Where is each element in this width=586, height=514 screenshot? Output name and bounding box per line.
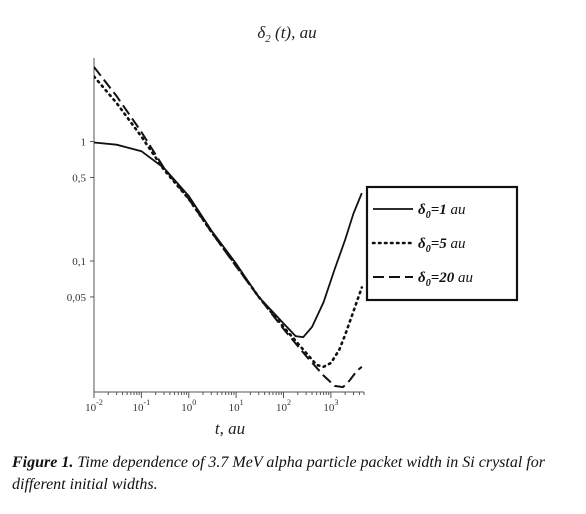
y-tick-label: 0,5 bbox=[72, 172, 86, 184]
legend-entry-3: δ0=20 au bbox=[418, 270, 473, 289]
x-tick-label: 10-1 bbox=[133, 398, 151, 414]
x-tick-label: 101 bbox=[229, 398, 244, 414]
y-tick-label: 0,1 bbox=[72, 256, 86, 268]
series-line-2 bbox=[94, 75, 364, 369]
x-tick-label: 102 bbox=[276, 398, 291, 414]
y-tick-label: 1 bbox=[81, 137, 87, 149]
legend-entry-2: δ0=5 au bbox=[418, 236, 466, 255]
series-layer bbox=[94, 66, 364, 389]
x-axis-ticks: 10-2 10-1 100 101 102 103 bbox=[85, 392, 365, 414]
series-line-1 bbox=[94, 141, 363, 339]
x-tick-label: 10-2 bbox=[85, 398, 103, 414]
chart: δ2 (t), au 10-2 10-1 100 101 102 103 1 0,5 0,1 0… bbox=[67, 23, 519, 438]
chart-title-subscript: 2 bbox=[265, 33, 271, 45]
x-tick-label: 103 bbox=[323, 398, 338, 414]
axes bbox=[93, 58, 364, 393]
x-tick-label: 100 bbox=[181, 398, 196, 414]
legend-entry-1: δ0=1 au bbox=[418, 202, 466, 221]
caption-text: Time dependence of 3.7 MeV alpha particl… bbox=[12, 454, 545, 493]
figure-caption: Figure 1. Time dependence of 3.7 MeV alp… bbox=[12, 452, 577, 496]
series-line-3 bbox=[94, 66, 363, 389]
x-axis-title: t, au bbox=[215, 419, 245, 438]
y-axis-ticks: 1 0,5 0,1 0,05 bbox=[67, 137, 94, 304]
y-tick-label: 0,05 bbox=[67, 292, 87, 304]
chart-title: δ2 (t), au bbox=[257, 23, 316, 45]
legend: δ0=1 au δ0=5 au δ0=20 au bbox=[365, 185, 519, 302]
caption-label: Figure 1. bbox=[12, 454, 74, 471]
